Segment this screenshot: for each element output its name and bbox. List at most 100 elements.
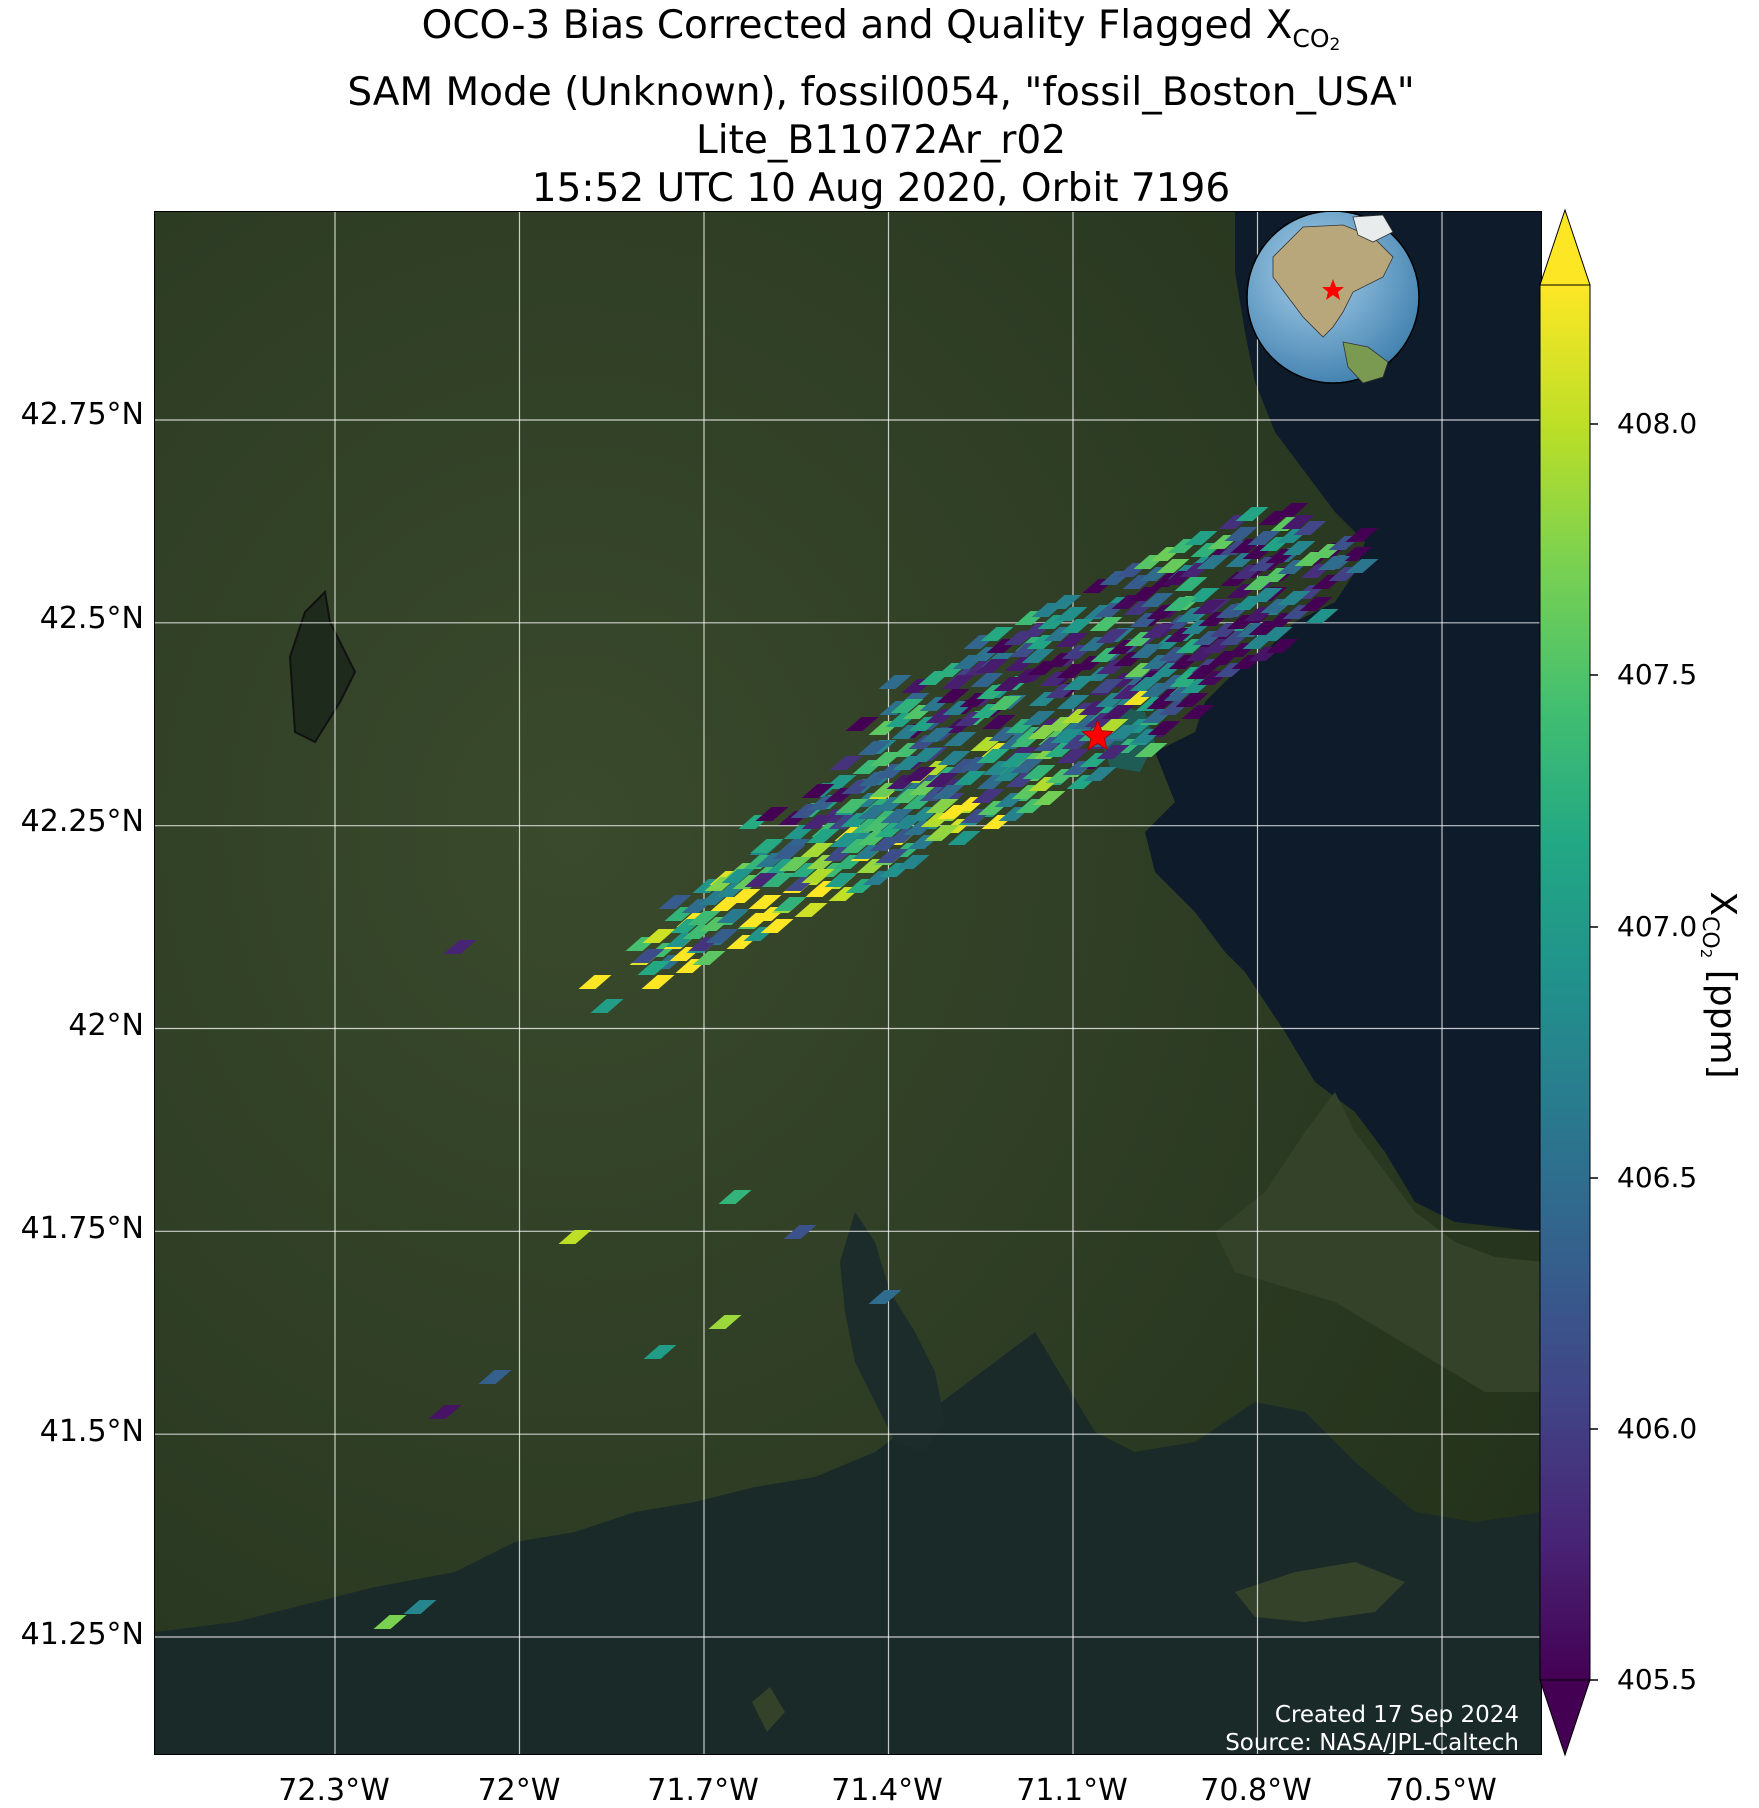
- sounding-cell: [903, 767, 937, 781]
- sounding-cell: [373, 1615, 407, 1629]
- sounding-cell: [937, 751, 971, 765]
- sounding-cell: [941, 675, 975, 689]
- sounding-cell: [708, 1315, 742, 1329]
- sounding-cell: [1022, 765, 1056, 779]
- sounding-cell: [943, 732, 977, 746]
- sounding-cell: [1089, 617, 1123, 631]
- sounding-cell: [641, 975, 675, 989]
- lon-label: 70.5°W: [1385, 1773, 1497, 1808]
- sounding-cell: [1095, 719, 1129, 733]
- sounding-cell: [829, 756, 863, 770]
- sounding-cell: [578, 975, 612, 989]
- sounding-cell: [1196, 555, 1230, 569]
- sounding-cell: [772, 845, 806, 859]
- sounding-cell: [1235, 507, 1269, 521]
- star-icon: [1081, 719, 1115, 751]
- xco2-soundings: [373, 503, 1379, 1629]
- sounding-cell: [773, 897, 807, 911]
- sounding-cell: [1163, 597, 1197, 611]
- sounding-cell: [727, 889, 761, 903]
- sounding-cell: [1128, 587, 1162, 601]
- lat-label: 42.75°N: [20, 397, 144, 432]
- sounding-cell: [1293, 521, 1327, 535]
- sounding-cell: [692, 951, 726, 965]
- sounding-cell: [403, 1600, 437, 1614]
- sounding-cell: [721, 869, 755, 883]
- sounding-cell: [794, 903, 828, 917]
- sounding-cell: [783, 1225, 817, 1239]
- sounding-cell: [975, 659, 1009, 673]
- sounding-cell: [1062, 676, 1096, 690]
- sounding-cell: [1129, 677, 1163, 691]
- sounding-cell: [999, 753, 1033, 767]
- sounding-cell: [824, 873, 858, 887]
- sounding-cell: [801, 869, 835, 883]
- sounding-cell: [1095, 629, 1129, 643]
- sounding-cell: [982, 715, 1016, 729]
- map-canvas: [155, 212, 1541, 1754]
- sounding-cell: [1107, 725, 1141, 739]
- cape-cod-land: [1215, 1092, 1541, 1392]
- ocean-south: [155, 1332, 1541, 1754]
- sounding-cell: [748, 895, 782, 909]
- narragansett-bay: [840, 1212, 945, 1452]
- sounding-cell: [880, 809, 914, 823]
- colorbar-gradient: [1539, 284, 1591, 1681]
- colorbar-bottom-extend: [1539, 1679, 1591, 1757]
- sounding-cell: [857, 741, 891, 755]
- sounding-cell: [443, 940, 477, 954]
- colorbar-tick-label: 406.0: [1617, 1412, 1698, 1445]
- lon-label: 71.1°W: [1016, 1773, 1128, 1808]
- sounding-cell: [1101, 705, 1135, 719]
- sounding-cell: [1083, 767, 1117, 781]
- sounding-cell: [869, 752, 903, 766]
- sounding-cell: [631, 949, 665, 963]
- sounding-cell: [875, 849, 909, 863]
- sounding-cell: [590, 999, 624, 1013]
- colorbar-tick-label: 407.5: [1617, 658, 1698, 691]
- sounding-cell: [1282, 541, 1316, 555]
- sounding-cell: [643, 1345, 677, 1359]
- sounding-cell: [428, 1405, 462, 1419]
- sounding-cell: [1021, 649, 1055, 663]
- lat-label: 41.25°N: [20, 1617, 144, 1652]
- sounding-cell: [1174, 577, 1208, 591]
- sounding-cell: [890, 699, 924, 713]
- lon-gridlines: [334, 212, 1443, 1754]
- sounding-cell: [1060, 619, 1094, 633]
- sounding-cell: [1186, 665, 1220, 679]
- sounding-cell: [920, 728, 954, 742]
- sounding-cell: [1299, 597, 1333, 611]
- sounding-cell: [558, 1230, 592, 1244]
- sounding-cell: [925, 773, 959, 787]
- sounding-cell: [1345, 559, 1379, 573]
- sounding-cell: [936, 689, 970, 703]
- lat-label: 42°N: [68, 1008, 144, 1043]
- sounding-cell: [801, 815, 835, 829]
- sounding-cell: [1175, 693, 1209, 707]
- sounding-cell: [1181, 705, 1215, 719]
- sounding-cell: [705, 929, 739, 943]
- sounding-cell: [878, 675, 912, 689]
- sounding-cell: [687, 911, 721, 925]
- sounding-cell: [1056, 695, 1090, 709]
- lat-label: 41.5°N: [39, 1414, 144, 1449]
- sounding-cell: [829, 833, 863, 847]
- sounding-cell: [1140, 593, 1174, 607]
- title-line-1: OCO-3 Bias Corrected and Quality Flagged…: [421, 3, 1341, 55]
- sounding-cell: [761, 873, 795, 887]
- sounding-cell: [868, 1290, 902, 1304]
- sounding-cell: [1184, 531, 1218, 545]
- colorbar-tick-label: 405.5: [1617, 1663, 1698, 1696]
- inset-globe: [1246, 212, 1420, 384]
- colorbar-tick-label: 408.0: [1617, 407, 1698, 440]
- sounding-cell: [1141, 624, 1175, 638]
- title-line-3: Lite_B11072Ar_r02: [695, 117, 1067, 163]
- sounding-cell: [931, 785, 965, 799]
- source-credit: Source: NASA/JPL-Caltech: [1225, 1730, 1519, 1755]
- sounding-cell: [637, 961, 671, 975]
- sounding-cell: [1010, 759, 1044, 773]
- map-panel[interactable]: Created 17 Sep 2024 Source: NASA/JPL-Cal…: [154, 211, 1542, 1755]
- lat-label: 41.75°N: [20, 1211, 144, 1246]
- lon-label: 72°W: [477, 1773, 561, 1808]
